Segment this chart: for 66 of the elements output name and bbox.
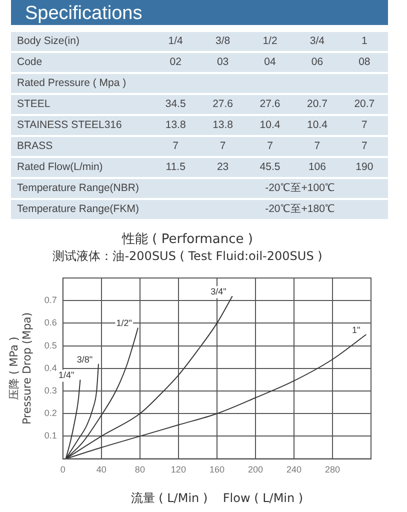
x-tick-label: 280 [324,464,340,475]
series-label: 1" [352,324,360,335]
text: 10.4 [260,119,280,131]
text: 27.6 [212,98,234,110]
text: Specifications [11,0,388,25]
text: 106 [308,161,326,173]
text: -20℃至+100℃ [265,182,335,194]
text: 45.5 [260,161,280,173]
chart-subtitle: 测试液体：油-200SUS ( Test Fluid:oil-200SUS ) [52,248,322,263]
category-label: Rated Flow(L/min) [17,161,103,173]
category-label: Temperature Range(FKM) [17,203,139,215]
text: 7 [172,140,179,152]
x-tick-label: 80 [134,464,145,475]
chart-title: 性能 ( Performance ) [121,232,253,248]
category-label: STAINESS STEEL316 [17,119,122,131]
text: 08 [358,56,370,68]
text: 7 [314,140,320,152]
text: -20℃至+180℃ [265,203,335,215]
x-tick-label: 240 [286,464,302,475]
category-label: Temperature Range(NBR) [17,182,139,194]
text: 7 [267,140,273,152]
text: 27.6 [260,98,280,110]
text: 34.5 [165,98,186,110]
category-label: 3/8 [214,34,232,49]
y-axis-title: 压降 ( MPa ) Pressure Drop (Mpa) [7,312,34,425]
text: 10.4 [306,119,328,131]
category-label: STEEL [17,98,50,110]
text: 7 [361,140,368,152]
text: 02 [170,56,182,68]
text: 11.5 [166,161,186,173]
series-label: 1/4" [58,370,74,380]
text: 13.8 [165,119,186,131]
text: 03 [216,56,229,68]
x-tick-label: 40 [96,464,106,475]
category-label: 1 [360,34,368,49]
category-label: Rated Pressure ( Mpa ) [17,77,126,89]
text: 04 [264,56,276,68]
x-tick-label: 120 [170,464,186,475]
text: Body Size(in) [16,34,80,49]
text: 20.7 [306,98,328,110]
text: 06 [311,56,324,68]
category-label: 1/2 [262,34,278,49]
y-tick-label: 0.3 [44,385,57,396]
category-label: 3/4 [308,34,326,49]
y-tick-label: 0.1 [44,430,57,441]
text: 23 [216,161,229,173]
category-label: Code [17,56,42,68]
category-label: 1/4 [167,34,184,49]
series-label: 3/4" [210,286,226,297]
text: 7 [220,140,226,152]
series-label: 1/2" [116,318,132,328]
x-tick-label: 160 [209,464,224,475]
y-tick-label: 0.7 [44,295,57,306]
y-tick-label: 0.6 [44,318,57,328]
category-label: BRASS [17,140,53,152]
series-label: 3/8" [76,354,93,364]
y-tick-label: 0.5 [44,340,57,350]
y-tick-label: 0.2 [44,408,57,418]
text: 20.7 [354,98,375,110]
text: 7 [361,119,368,131]
x-axis-title: 流量 ( L/Min ) Flow ( L/Min ) [130,490,304,505]
text: 190 [356,161,374,173]
x-tick-label: 0 [60,464,66,475]
x-tick-label: 200 [248,464,263,475]
y-tick-label: 0.4 [44,362,57,373]
text: 13.8 [212,119,234,131]
